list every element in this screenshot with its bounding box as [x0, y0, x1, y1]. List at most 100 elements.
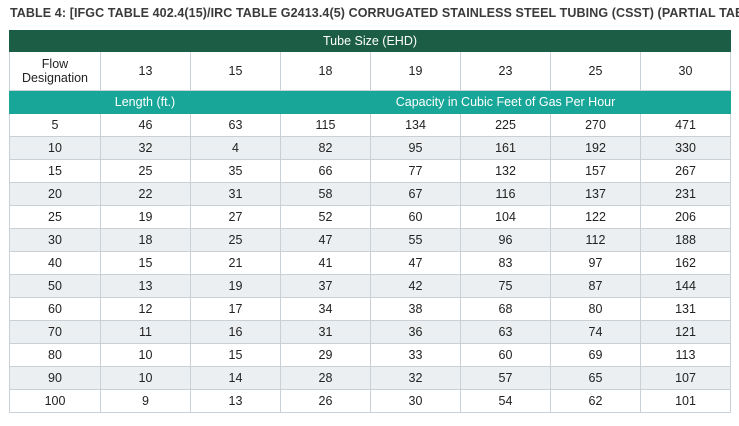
capacity-cell: 330 [639, 136, 732, 160]
capacity-cell: 101 [639, 389, 732, 413]
capacity-cell: 47 [370, 251, 461, 275]
capacity-cell: 37 [280, 274, 371, 298]
capacity-cell: 95 [370, 136, 461, 160]
length-label: Length (ft.) [9, 90, 281, 114]
capacity-cell: 192 [550, 136, 641, 160]
capacity-cell: 69 [550, 343, 641, 367]
capacity-cell: 60 [370, 205, 461, 229]
length-cell: 90 [9, 366, 101, 390]
length-cell: 80 [9, 343, 101, 367]
length-cell: 15 [9, 159, 101, 183]
capacity-cell: 9 [100, 389, 191, 413]
capacity-cell: 25 [100, 159, 191, 183]
capacity-cell: 77 [370, 159, 461, 183]
table-row: 40 15 21 41 47 83 97 162 [9, 251, 732, 275]
length-cell: 70 [9, 320, 101, 344]
flow-value: 13 [100, 51, 191, 91]
capacity-cell: 161 [460, 136, 551, 160]
length-cell: 20 [9, 182, 101, 206]
capacity-cell: 121 [639, 320, 732, 344]
capacity-cell: 112 [550, 228, 641, 252]
capacity-cell: 65 [550, 366, 641, 390]
capacity-cell: 26 [280, 389, 371, 413]
capacity-cell: 82 [280, 136, 371, 160]
tube-size-header: Tube Size (EHD) [8, 30, 732, 52]
capacity-cell: 4 [190, 136, 281, 160]
capacity-cell: 267 [639, 159, 732, 183]
flow-designation-row: Flow Designation 13 15 18 19 23 25 30 [9, 51, 732, 91]
table-title: TABLE 4: [IFGC TABLE 402.4(15)/IRC TABLE… [10, 6, 739, 20]
capacity-cell: 18 [100, 228, 191, 252]
capacity-cell: 17 [190, 297, 281, 321]
flow-value: 19 [370, 51, 461, 91]
capacity-cell: 54 [460, 389, 551, 413]
capacity-cell: 157 [550, 159, 641, 183]
capacity-cell: 47 [280, 228, 371, 252]
capacity-cell: 122 [550, 205, 641, 229]
capacity-cell: 471 [639, 113, 732, 137]
capacity-cell: 132 [460, 159, 551, 183]
capacity-cell: 52 [280, 205, 371, 229]
capacity-cell: 74 [550, 320, 641, 344]
capacity-cell: 41 [280, 251, 371, 275]
capacity-cell: 15 [190, 343, 281, 367]
flow-value: 23 [460, 51, 551, 91]
table-row: 20 22 31 58 67 116 137 231 [9, 182, 732, 206]
csst-capacity-table: Tube Size (EHD) Flow Designation 13 15 1… [8, 30, 732, 413]
capacity-cell: 13 [190, 389, 281, 413]
capacity-cell: 27 [190, 205, 281, 229]
capacity-cell: 32 [370, 366, 461, 390]
table-row: 10 32 4 82 95 161 192 330 [9, 136, 732, 160]
flow-value: 30 [639, 51, 732, 91]
capacity-cell: 116 [460, 182, 551, 206]
capacity-cell: 42 [370, 274, 461, 298]
length-cell: 25 [9, 205, 101, 229]
capacity-cell: 12 [100, 297, 191, 321]
capacity-cell: 57 [460, 366, 551, 390]
capacity-cell: 225 [460, 113, 551, 137]
capacity-cell: 144 [639, 274, 732, 298]
capacity-cell: 162 [639, 251, 732, 275]
capacity-cell: 36 [370, 320, 461, 344]
length-cell: 50 [9, 274, 101, 298]
table-row: 25 19 27 52 60 104 122 206 [9, 205, 732, 229]
capacity-cell: 206 [639, 205, 732, 229]
capacity-cell: 67 [370, 182, 461, 206]
table-row: 80 10 15 29 33 60 69 113 [9, 343, 732, 367]
flow-value: 18 [280, 51, 371, 91]
capacity-cell: 10 [100, 343, 191, 367]
table-row: 5 46 63 115 134 225 270 471 [9, 113, 732, 137]
capacity-cell: 30 [370, 389, 461, 413]
capacity-cell: 115 [280, 113, 371, 137]
capacity-cell: 35 [190, 159, 281, 183]
capacity-cell: 68 [460, 297, 551, 321]
capacity-cell: 87 [550, 274, 641, 298]
length-cell: 100 [9, 389, 101, 413]
capacity-cell: 14 [190, 366, 281, 390]
tube-size-header-row: Tube Size (EHD) [8, 30, 732, 52]
flow-value: 25 [550, 51, 641, 91]
capacity-cell: 83 [460, 251, 551, 275]
capacity-cell: 58 [280, 182, 371, 206]
capacity-cell: 55 [370, 228, 461, 252]
capacity-cell: 63 [460, 320, 551, 344]
length-cell: 30 [9, 228, 101, 252]
table-row: 60 12 17 34 38 68 80 131 [9, 297, 732, 321]
capacity-cell: 131 [639, 297, 732, 321]
table-row: 100 9 13 26 30 54 62 101 [9, 389, 732, 413]
capacity-cell: 19 [190, 274, 281, 298]
capacity-cell: 19 [100, 205, 191, 229]
capacity-cell: 16 [190, 320, 281, 344]
capacity-cell: 33 [370, 343, 461, 367]
table-row: 30 18 25 47 55 96 112 188 [9, 228, 732, 252]
capacity-cell: 134 [370, 113, 461, 137]
capacity-cell: 62 [550, 389, 641, 413]
capacity-cell: 137 [550, 182, 641, 206]
flow-designation-label: Flow Designation [9, 51, 101, 91]
table-row: 70 11 16 31 36 63 74 121 [9, 320, 732, 344]
capacity-cell: 188 [639, 228, 732, 252]
table-row: 90 10 14 28 32 57 65 107 [9, 366, 732, 390]
capacity-cell: 60 [460, 343, 551, 367]
table-row: 50 13 19 37 42 75 87 144 [9, 274, 732, 298]
